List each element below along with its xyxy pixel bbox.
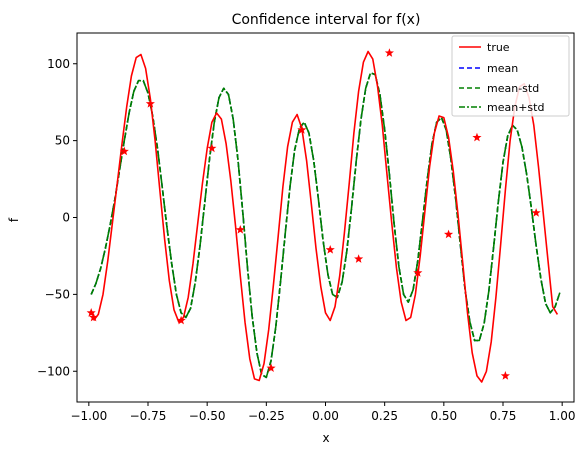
sample-point [354, 254, 364, 263]
x-tick-label: 0.75 [490, 409, 517, 423]
chart-title: Confidence interval for f(x) [232, 12, 421, 28]
legend-frame [451, 35, 570, 117]
series-layer [90, 50, 561, 383]
sample-point [119, 146, 129, 156]
sample-point [472, 132, 482, 142]
x-axis: −1.00 −0.75 −0.50 −0.25 0.00 0.25 0.50 0.75 1.00 [70, 402, 576, 423]
series-line-true [92, 50, 559, 383]
y-axis: −100 −50 0 50 100 [37, 57, 77, 378]
y-tick-label: 100 [47, 57, 70, 71]
legend-label-mean: mean [487, 62, 518, 75]
sample-point [384, 48, 394, 57]
sample-point [531, 208, 541, 217]
x-tick-label: 0.50 [430, 409, 457, 423]
x-tick-label: 1.00 [549, 409, 576, 423]
sample-point [500, 371, 510, 380]
sample-point [297, 125, 307, 134]
x-tick-label: −0.50 [189, 409, 226, 423]
plot-area [86, 48, 561, 383]
x-tick-label: 0.00 [312, 409, 339, 423]
x-tick-label: 0.25 [371, 409, 398, 423]
legend-label-mean-std: mean-std [487, 82, 539, 95]
y-tick-label: 0 [62, 211, 70, 225]
legend-label-mean-plus-std: mean+std [487, 101, 544, 114]
sample-point [207, 143, 217, 153]
x-tick-label: −0.75 [130, 409, 167, 423]
y-axis-label: f [7, 217, 21, 222]
y-tick-label: −50 [45, 287, 70, 301]
sample-point [444, 229, 454, 239]
series-line-mean-plus-std [90, 72, 561, 379]
legend: true mean mean-std mean+std [451, 35, 570, 117]
sample-point [89, 312, 99, 322]
x-axis-label: x [322, 431, 329, 445]
sample-point [325, 244, 335, 254]
sample-point [266, 363, 276, 373]
y-tick-label: −100 [37, 364, 70, 378]
sample-point [86, 308, 96, 317]
y-tick-label: 50 [55, 134, 70, 148]
sample-point [145, 98, 155, 108]
sample-point [235, 225, 245, 234]
sample-markers [86, 48, 541, 380]
sample-point [413, 268, 423, 277]
x-tick-label: −0.25 [248, 409, 285, 423]
sample-point [176, 315, 186, 325]
legend-label-true: true [487, 41, 510, 54]
x-tick-label: −1.00 [70, 409, 107, 423]
